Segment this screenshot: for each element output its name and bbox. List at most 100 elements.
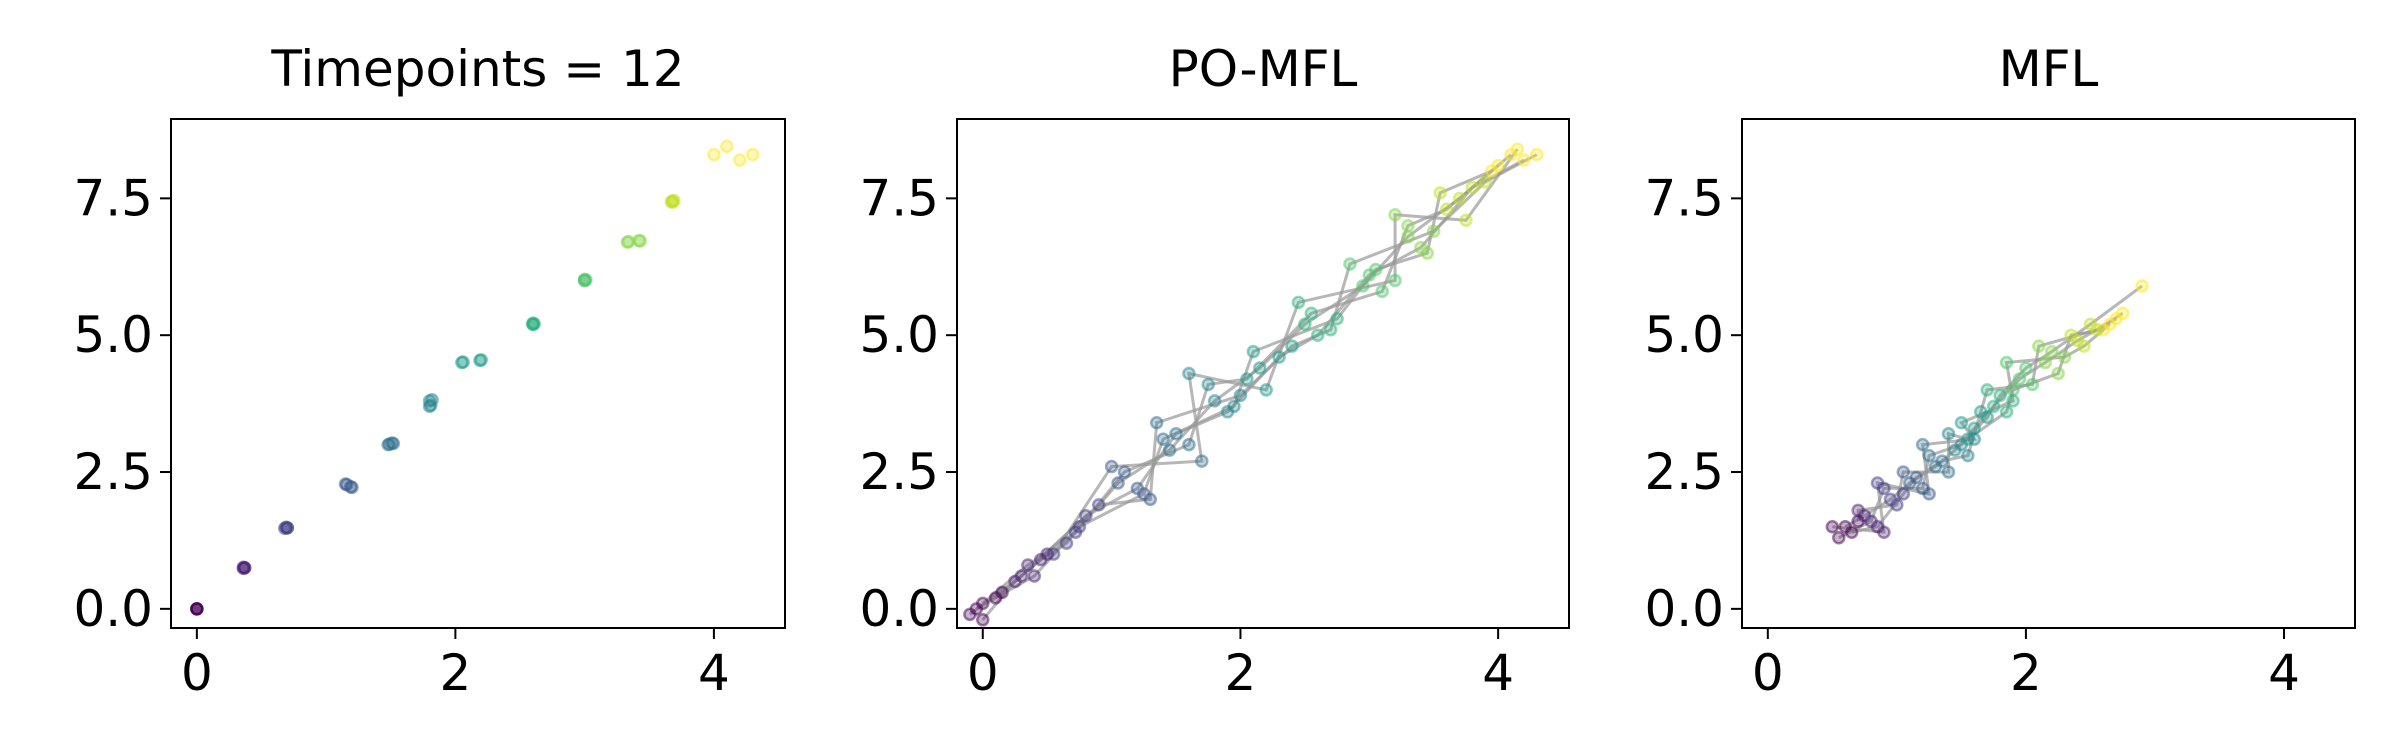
point: [526, 317, 540, 331]
point: [1111, 476, 1125, 490]
point: [2025, 377, 2040, 392]
point: [1072, 519, 1087, 534]
point: [1433, 186, 1447, 200]
point: [1162, 443, 1177, 457]
point: [2057, 350, 2072, 364]
y-tick-label: 7.5: [73, 169, 153, 227]
point: [1915, 437, 1930, 452]
point: [1104, 459, 1119, 474]
point: [2103, 317, 2117, 331]
point: [1993, 388, 2007, 403]
point: [1253, 361, 1267, 375]
point: [1368, 262, 1383, 277]
point: [1304, 306, 1319, 321]
y-tick-label: 7.5: [1644, 169, 1724, 227]
axes: 0.0 2.5 5.0 7.5 0 2 4: [859, 169, 1514, 702]
point: [1027, 569, 1042, 583]
y-tick-label: 2.5: [1644, 443, 1724, 501]
x-tick-label: 0: [967, 644, 999, 702]
point: [1201, 377, 1215, 392]
point: [422, 394, 437, 408]
point: [1298, 317, 1312, 331]
point: [1323, 322, 1338, 337]
y-tick-label: 0.0: [859, 580, 939, 638]
point: [1825, 519, 1840, 534]
x-tick-label: 2: [439, 644, 471, 702]
point: [2077, 339, 2091, 353]
chart-title: Timepoints = 12: [270, 40, 684, 98]
trajectory: [981, 153, 1538, 621]
point: [1259, 383, 1273, 397]
point: [2006, 383, 2020, 397]
point: [456, 355, 470, 369]
point: [1311, 328, 1325, 342]
point: [1896, 487, 1911, 501]
point: [190, 602, 204, 616]
point: [1291, 295, 1306, 310]
x-tick-label: 2: [1225, 644, 1257, 702]
point: [1530, 147, 1544, 162]
x-tick-label: 4: [698, 644, 730, 702]
point: [1008, 574, 1022, 589]
chart-title: MFL: [1999, 40, 2099, 98]
axes: 0.0 2.5 5.0 7.5 0 2 4: [1644, 169, 2299, 702]
point: [1877, 525, 1891, 539]
point: [1967, 421, 1982, 435]
point: [2115, 306, 2130, 321]
point: [1356, 279, 1370, 293]
point: [1941, 426, 1956, 441]
x-tick-label: 0: [1752, 644, 1784, 702]
point: [1207, 394, 1222, 408]
point: [1420, 246, 1435, 260]
point: [2064, 328, 2078, 342]
chart-title: PO-MFL: [1169, 40, 1358, 98]
point: [1388, 208, 1402, 222]
point: [2038, 355, 2053, 370]
point: [1195, 454, 1209, 468]
x-tick-label: 4: [1482, 644, 1514, 702]
point: [1079, 509, 1093, 523]
point: [1517, 153, 1531, 167]
point: [1922, 448, 1936, 463]
point: [976, 613, 990, 627]
point: [1169, 426, 1183, 441]
point: [1021, 558, 1035, 572]
point: [1980, 383, 1994, 397]
point: [280, 521, 295, 535]
point: [1233, 388, 1248, 403]
point: [1452, 191, 1467, 206]
point: [1375, 284, 1389, 299]
point: [1935, 454, 1949, 468]
point: [1986, 399, 2001, 414]
panel: MFL 0.0 2.5 5.0 7.5 0 2 4: [1644, 40, 2356, 702]
point: [1961, 448, 1975, 463]
plot-area: [190, 139, 760, 616]
x-tick-label: 4: [2268, 644, 2300, 702]
point: [1091, 498, 1106, 512]
point: [1954, 416, 1969, 430]
point: [1227, 399, 1241, 414]
point: [1046, 547, 1061, 561]
y-tick-label: 5.0: [73, 306, 153, 364]
point: [473, 353, 487, 368]
x-tick-label: 2: [2010, 644, 2042, 702]
point: [1059, 536, 1074, 550]
point: [2006, 394, 2020, 408]
axes-frame: [956, 118, 1570, 629]
point: [1240, 372, 1254, 386]
point: [2090, 322, 2104, 337]
point: [1246, 344, 1261, 359]
point: [1832, 530, 1846, 545]
y-tick-label: 0.0: [1644, 580, 1724, 638]
plot-area: [963, 142, 1544, 627]
point: [1909, 470, 1923, 485]
point: [1401, 218, 1415, 233]
point: [1149, 416, 1164, 430]
point: [1870, 476, 1885, 490]
point: [2012, 372, 2027, 386]
point: [1182, 437, 1196, 452]
point: [1510, 142, 1525, 156]
point: [745, 147, 760, 162]
point: [2019, 361, 2033, 375]
